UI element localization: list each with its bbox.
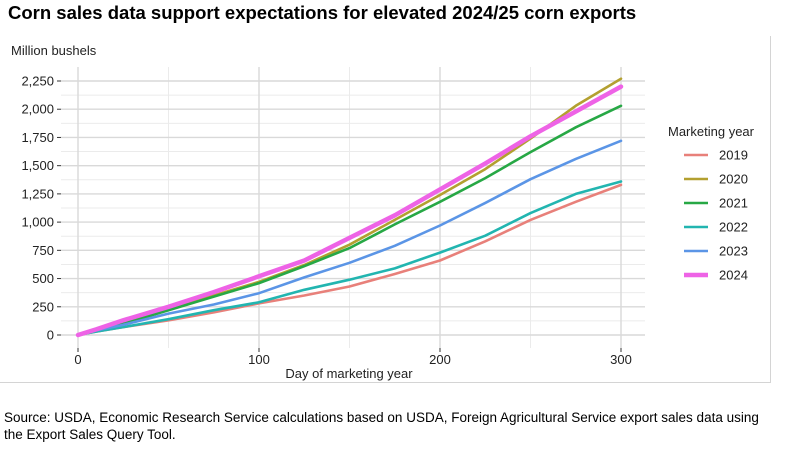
x-tick-label: 0 [74,352,81,367]
y-axis-label: Million bushels [11,43,97,58]
legend-label-2023: 2023 [719,244,748,259]
y-tick-label: 1,750 [21,130,54,145]
legend-label-2019: 2019 [719,148,748,163]
y-tick-label: 2,250 [21,74,54,89]
y-tick-label: 0 [47,328,54,343]
x-axis-label: Day of marketing year [285,366,413,381]
legend-label-2020: 2020 [719,172,748,187]
legend-label-2024: 2024 [719,268,748,283]
y-tick-label: 1,000 [21,215,54,230]
x-tick-label: 100 [248,352,270,367]
y-tick-label: 2,000 [21,102,54,117]
x-tick-label: 300 [610,352,632,367]
legend-label-2021: 2021 [719,196,748,211]
y-tick-label: 1,250 [21,186,54,201]
source-note: Source: USDA, Economic Research Service … [4,410,759,442]
chart-title: Corn sales data support expectations for… [8,2,637,23]
series-line-2024 [75,84,624,338]
legend-label-2022: 2022 [719,220,748,235]
series-line-2023 [76,139,623,337]
y-tick-label: 750 [32,243,54,258]
x-tick-label: 200 [429,352,451,367]
y-tick-label: 1,500 [21,158,54,173]
legend-title: Marketing year [668,124,755,139]
y-tick-label: 500 [32,271,54,286]
series-line-2021 [76,104,623,337]
chart-frame [0,36,771,383]
series-line-2022 [76,180,623,337]
y-tick-label: 250 [32,299,54,314]
line-chart: 0 250 500 750 1,000 1,250 1,500 1,750 2,000 2,250… [11,43,755,381]
